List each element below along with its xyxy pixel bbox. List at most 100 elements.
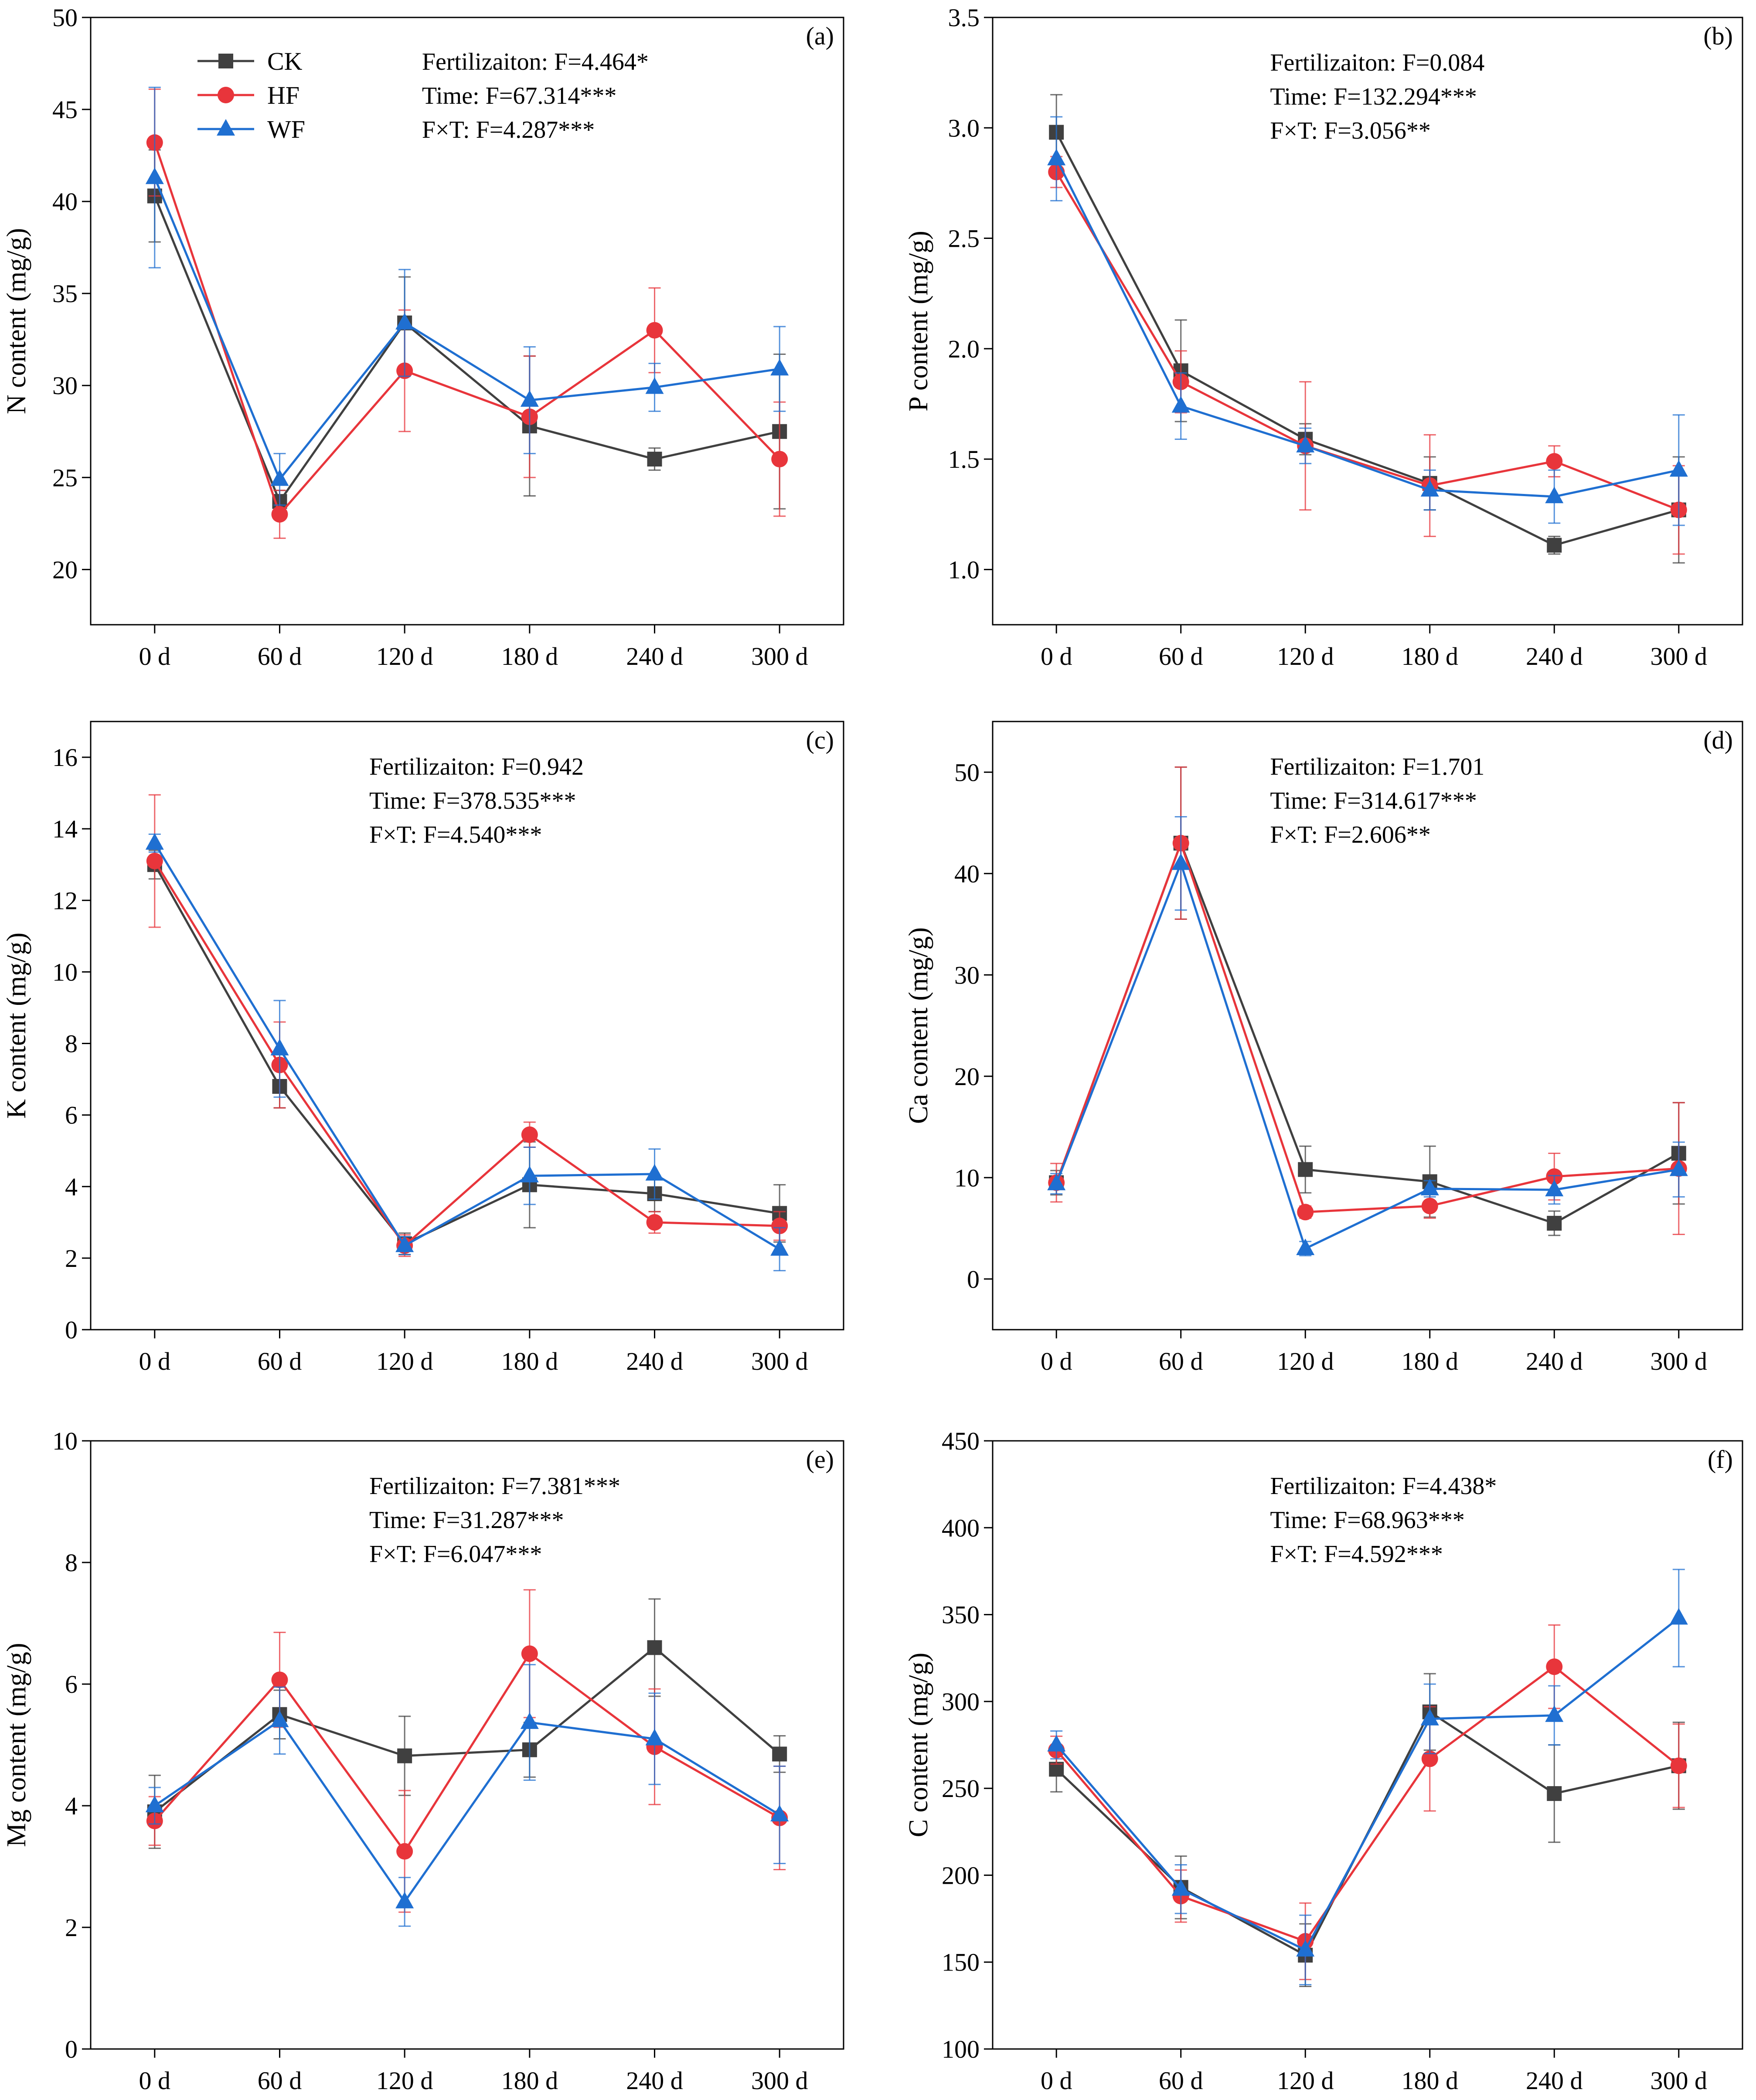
legend-marker-wf <box>217 119 235 136</box>
y-axis-title: Mg content (mg/g) <box>2 1643 31 1847</box>
panel-label: (a) <box>806 22 834 50</box>
chart-panel-1: 20 25 30 35 40 45 50 0 d 60 d 120 d 180 d 240 d 300 … <box>2 3 844 671</box>
data-point <box>1297 1204 1314 1221</box>
data-point <box>1547 1215 1562 1231</box>
stats-line: Time: F=378.535*** <box>369 787 576 814</box>
x-tick-label: 180 d <box>1402 642 1459 671</box>
series-wf <box>145 1664 789 1927</box>
data-point <box>521 1126 538 1143</box>
y-tick-label: 10 <box>954 1164 980 1192</box>
x-tick-label: 300 d <box>1651 642 1708 671</box>
x-tick-label: 120 d <box>1277 1347 1334 1375</box>
plot-frame <box>992 17 1743 626</box>
y-axis-title: C content (mg/g) <box>904 1653 933 1838</box>
x-tick-label: 60 d <box>258 2066 302 2095</box>
stats-line: F×T: F=4.540*** <box>369 821 542 848</box>
data-point <box>1420 480 1439 497</box>
x-tick-label: 0 d <box>1041 2066 1072 2095</box>
y-tick-label: 20 <box>52 555 78 584</box>
data-point <box>771 451 788 468</box>
y-tick-label: 6 <box>65 1670 78 1698</box>
x-tick-label: 120 d <box>376 642 433 671</box>
series-hf <box>1048 1624 1687 1981</box>
y-tick-label: 150 <box>942 1948 980 1977</box>
x-tick-label: 60 d <box>1159 2066 1203 2095</box>
data-point <box>1545 487 1564 504</box>
data-point <box>1171 396 1190 413</box>
data-point <box>1171 1879 1190 1896</box>
data-point <box>145 1796 164 1812</box>
x-tick-label: 240 d <box>626 1347 683 1375</box>
panel-label: (c) <box>806 726 834 754</box>
data-point <box>397 1748 412 1763</box>
data-point <box>1546 1658 1563 1675</box>
chart-panel-3: 0 2 4 6 8 10 12 14 16 0 d 60 d 120 d 180 d 240 d 300 d… <box>2 721 844 1375</box>
y-axis-title: Ca content (mg/g) <box>904 927 933 1124</box>
x-tick-label: 0 d <box>1041 642 1072 671</box>
series-line <box>1055 862 1679 1250</box>
data-point <box>395 313 414 330</box>
y-tick-label: 2 <box>65 1913 78 1942</box>
y-tick-label: 2.0 <box>948 335 980 363</box>
series-line <box>1055 842 1679 1213</box>
y-tick-label: 20 <box>954 1062 980 1091</box>
x-tick-label: 240 d <box>626 642 683 671</box>
data-point <box>520 1166 539 1183</box>
y-tick-label: 8 <box>65 1549 78 1577</box>
stats-line: F×T: F=4.592*** <box>1270 1541 1443 1568</box>
series-line <box>1055 1665 1680 1943</box>
y-tick-label: 30 <box>954 961 980 989</box>
x-tick-label: 180 d <box>501 1347 558 1375</box>
plot-frame <box>90 17 844 626</box>
data-point <box>646 1214 663 1231</box>
y-tick-label: 10 <box>52 1427 78 1455</box>
series-wf <box>1047 116 1688 526</box>
data-point <box>770 359 789 376</box>
data-point <box>1669 460 1688 477</box>
series-line <box>153 177 780 481</box>
stats-line: Fertilizaiton: F=4.464* <box>422 48 649 75</box>
chart-panel-2: 1.0 1.5 2.0 2.5 3.0 3.5 0 d 60 d 120 d 180 d 240 d… <box>904 3 1743 671</box>
x-tick-label: 60 d <box>258 642 302 671</box>
y-tick-label: 40 <box>954 860 980 888</box>
data-point <box>647 452 662 467</box>
data-point <box>1547 538 1562 553</box>
data-point <box>1546 453 1563 470</box>
stats-line: Fertilizaiton: F=4.438* <box>1270 1473 1497 1500</box>
data-point <box>645 1164 664 1181</box>
data-point <box>645 377 664 394</box>
series-wf <box>145 86 789 506</box>
panel-label: (d) <box>1703 726 1733 754</box>
x-tick-label: 0 d <box>1041 1347 1072 1375</box>
plot-frame <box>992 721 1743 1331</box>
stats-line: F×T: F=2.606** <box>1270 821 1430 848</box>
y-tick-label: 50 <box>954 758 980 786</box>
y-tick-label: 400 <box>942 1514 980 1542</box>
data-point <box>645 1729 664 1746</box>
series-line <box>153 142 780 516</box>
series-line <box>153 864 780 1245</box>
y-tick-label: 0 <box>65 1316 78 1344</box>
series-line <box>154 1719 780 1903</box>
data-point <box>520 390 539 407</box>
x-tick-label: 300 d <box>1651 1347 1708 1375</box>
plot-frame <box>90 721 844 1331</box>
x-tick-label: 300 d <box>751 2066 808 2095</box>
data-point <box>770 1804 789 1821</box>
panel-label: (e) <box>806 1445 834 1474</box>
stats-line: Fertilizaiton: F=0.084 <box>1270 49 1484 76</box>
series-wf <box>1047 1569 1688 1986</box>
series-line <box>1055 158 1679 498</box>
x-tick-label: 0 d <box>139 642 171 671</box>
y-tick-label: 100 <box>942 2035 980 2063</box>
stats-line: Time: F=68.963*** <box>1270 1507 1465 1534</box>
y-tick-label: 25 <box>52 463 78 492</box>
data-point <box>1545 1705 1564 1722</box>
y-tick-label: 10 <box>52 958 78 986</box>
data-point <box>1421 1750 1438 1767</box>
series-hf <box>146 794 788 1257</box>
legend-marker-hf <box>218 87 234 103</box>
y-axis-title: P content (mg/g) <box>904 231 933 411</box>
y-tick-label: 3.0 <box>948 114 980 142</box>
